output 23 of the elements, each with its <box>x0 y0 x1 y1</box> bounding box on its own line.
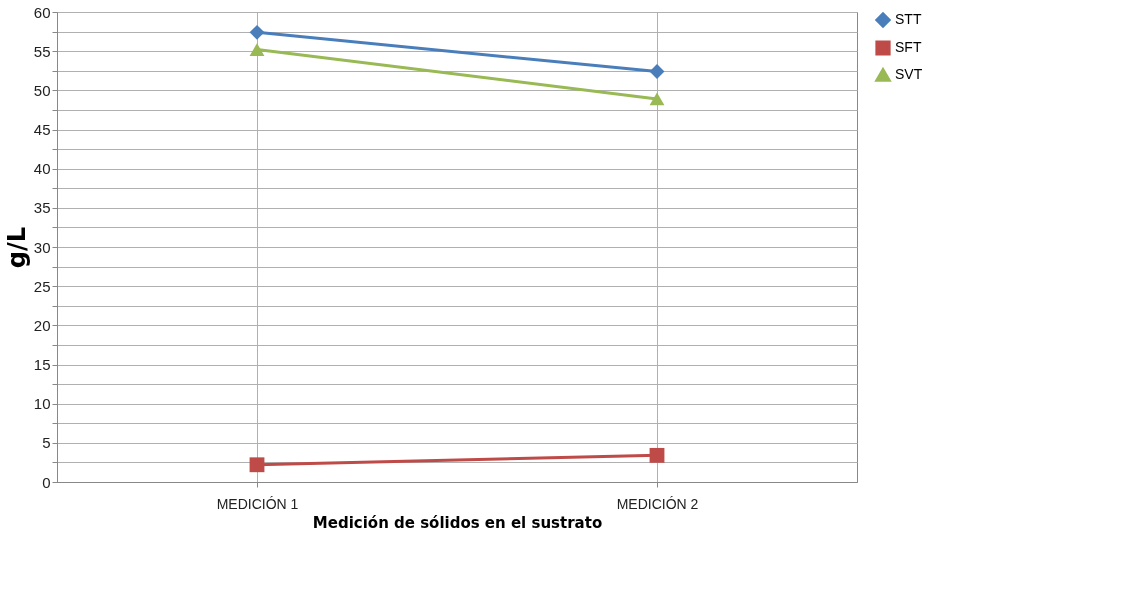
x-tick-label: MEDICIÓN 1 <box>216 495 299 512</box>
y-tick-label: 50 <box>33 81 51 99</box>
legend-label: SFT <box>895 39 922 55</box>
y-tick-label: 15 <box>33 356 51 373</box>
legend-label: STT <box>895 11 922 27</box>
point <box>649 447 665 463</box>
point <box>249 24 265 40</box>
y-tick-label: 55 <box>33 42 51 60</box>
y-tick-label: 10 <box>33 395 51 413</box>
y-tick-label: 30 <box>33 238 51 256</box>
y-tick-label: 40 <box>33 160 51 178</box>
y-tick-label: 0 <box>42 473 51 491</box>
x-tick-label: MEDICIÓN 2 <box>616 495 699 512</box>
y-tick-label: 5 <box>42 434 51 452</box>
y-tick-label: 60 <box>33 3 51 21</box>
x-axis-title: Medición de sólidos en el sustrato <box>312 513 603 532</box>
y-axis-title: g/L <box>2 226 31 269</box>
point <box>249 457 265 473</box>
y-tick-label: 25 <box>33 277 51 295</box>
legend-label: SVT <box>895 66 923 82</box>
y-tick-label: 45 <box>33 121 51 138</box>
y-tick-label: 20 <box>33 316 51 334</box>
y-tick-label: 35 <box>33 199 51 217</box>
